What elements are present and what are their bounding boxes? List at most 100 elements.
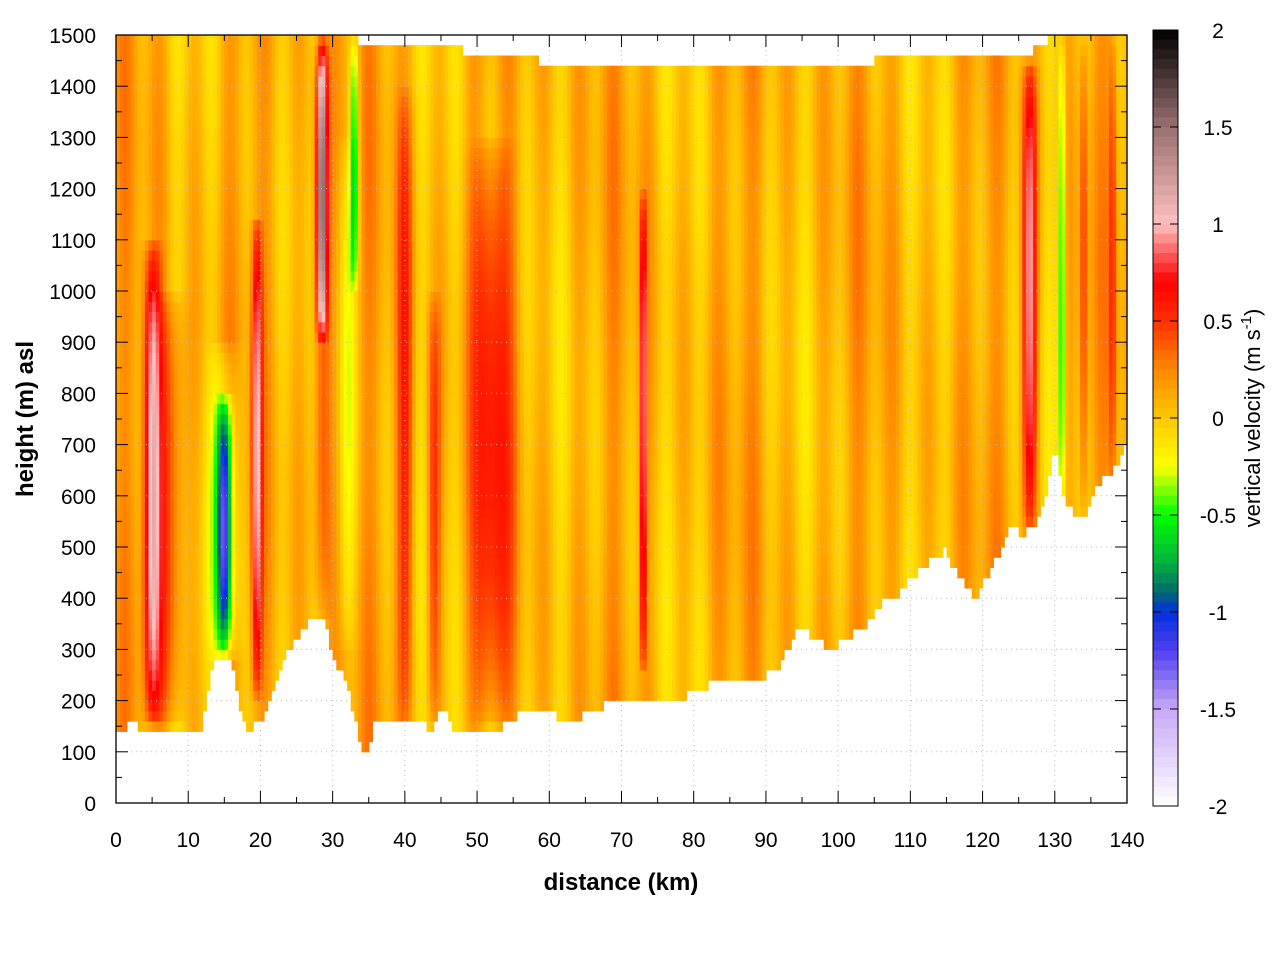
heatmap-cell	[224, 311, 229, 323]
heatmap-cell	[376, 526, 381, 538]
heatmap-cell	[311, 86, 316, 97]
heatmap-cell	[206, 209, 211, 220]
heatmap-cell	[177, 721, 182, 732]
heatmap-cell	[162, 628, 168, 640]
heatmap-cell	[209, 178, 215, 190]
heatmap-cell	[166, 137, 171, 149]
heatmap-cell	[184, 96, 189, 108]
heatmap-cell	[314, 495, 319, 507]
heatmap-cell	[116, 352, 121, 364]
heatmap-cell	[379, 680, 384, 691]
heatmap-cell	[202, 434, 207, 446]
heatmap-cell	[285, 506, 290, 517]
heatmap-cell	[152, 291, 157, 302]
heatmap-cell	[155, 178, 160, 190]
heatmap-cell	[289, 291, 294, 302]
heatmap-cell	[213, 332, 218, 343]
heatmap-cell	[166, 526, 171, 538]
heatmap-cell	[253, 639, 258, 650]
heatmap-cell	[141, 188, 146, 200]
heatmap-cell	[184, 362, 189, 374]
heatmap-cell	[318, 168, 323, 179]
heatmap-cell	[152, 209, 157, 220]
heatmap-cell	[260, 526, 265, 538]
heatmap-cell	[292, 157, 298, 169]
heatmap-cell	[137, 547, 142, 558]
heatmap-cell	[199, 352, 204, 364]
heatmap-cell	[202, 680, 207, 691]
heatmap-cell	[350, 526, 355, 538]
heatmap-cell	[368, 219, 373, 231]
heatmap-cell	[170, 239, 175, 251]
heatmap-cell	[285, 55, 290, 67]
heatmap-cell	[209, 352, 215, 364]
heatmap-cell	[235, 250, 240, 261]
heatmap-cell	[199, 588, 204, 599]
heatmap-cell	[166, 495, 171, 507]
heatmap-cell	[394, 526, 399, 538]
heatmap-cell	[376, 628, 381, 640]
heatmap-cell	[134, 393, 139, 405]
heatmap-cell	[365, 424, 370, 435]
heatmap-cell	[264, 137, 269, 149]
heatmap-cell	[188, 178, 193, 190]
heatmap-cell	[162, 76, 168, 87]
heatmap-cell	[383, 209, 388, 220]
heatmap-cell	[271, 291, 276, 302]
heatmap-cell	[224, 649, 229, 661]
heatmap-cell	[235, 260, 240, 272]
heatmap-cell	[126, 55, 131, 67]
heatmap-cell	[123, 567, 128, 579]
heatmap-cell	[246, 137, 251, 149]
heatmap-cell	[242, 413, 247, 425]
heatmap-cell	[307, 45, 312, 56]
heatmap-cell	[253, 557, 258, 568]
heatmap-cell	[209, 188, 215, 200]
heatmap-cell	[296, 239, 301, 251]
heatmap-cell	[126, 311, 131, 323]
heatmap-cell	[379, 332, 384, 343]
heatmap-cell	[227, 96, 233, 108]
heatmap-cell	[134, 352, 139, 364]
heatmap-cell	[325, 301, 330, 312]
heatmap-cell	[227, 198, 233, 210]
heatmap-cell	[390, 291, 395, 302]
heatmap-cell	[256, 250, 261, 261]
heatmap-cell	[376, 45, 381, 56]
heatmap-cell	[394, 639, 399, 650]
heatmap-cell	[119, 557, 124, 568]
heatmap-cell	[289, 76, 294, 87]
heatmap-cell	[217, 536, 222, 548]
heatmap-cell	[220, 229, 225, 241]
heatmap-cell	[148, 362, 153, 374]
heatmap-cell	[296, 465, 301, 476]
heatmap-cell	[372, 198, 377, 210]
heatmap-cell	[134, 567, 139, 579]
heatmap-cell	[267, 536, 272, 548]
heatmap-cell	[350, 127, 355, 138]
heatmap-cell	[336, 393, 341, 405]
heatmap-cell	[379, 454, 384, 466]
heatmap-cell	[220, 291, 225, 302]
heatmap-cell	[177, 96, 182, 108]
heatmap-cell	[148, 291, 153, 302]
heatmap-cell	[256, 332, 261, 343]
heatmap-cell	[361, 669, 366, 681]
heatmap-cell	[379, 690, 384, 702]
heatmap-cell	[278, 147, 283, 159]
heatmap-cell	[379, 188, 384, 200]
heatmap-cell	[162, 721, 168, 732]
heatmap-cell	[282, 608, 287, 620]
heatmap-cell	[329, 516, 334, 528]
heatmap-cell	[246, 639, 251, 650]
heatmap-cell	[206, 485, 211, 497]
heatmap-cell	[130, 413, 135, 425]
heatmap-cell	[339, 393, 345, 405]
heatmap-cell	[177, 444, 182, 456]
heatmap-cell	[361, 424, 366, 435]
heatmap-cell	[191, 393, 196, 405]
heatmap-cell	[246, 516, 251, 528]
heatmap-cell	[181, 332, 186, 343]
heatmap-cell	[249, 157, 254, 169]
heatmap-cell	[242, 690, 247, 702]
